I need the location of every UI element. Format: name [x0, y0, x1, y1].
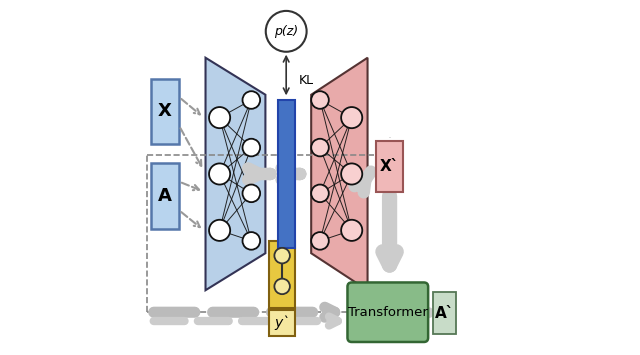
Circle shape: [311, 232, 329, 250]
Bar: [269, 241, 295, 308]
Text: KL: KL: [299, 74, 314, 87]
Circle shape: [311, 139, 329, 156]
Circle shape: [243, 91, 260, 109]
Bar: [433, 292, 456, 334]
Bar: [151, 163, 179, 229]
Text: p(z): p(z): [274, 25, 298, 38]
Circle shape: [209, 220, 230, 241]
Bar: [269, 310, 295, 336]
Polygon shape: [311, 58, 367, 290]
Polygon shape: [205, 58, 266, 290]
Circle shape: [311, 91, 329, 109]
Circle shape: [209, 107, 230, 128]
Text: X: X: [158, 103, 172, 120]
Circle shape: [341, 163, 362, 185]
Text: y`: y`: [275, 316, 290, 330]
Bar: [376, 141, 403, 192]
FancyBboxPatch shape: [348, 283, 428, 342]
Circle shape: [311, 185, 329, 202]
Bar: [151, 79, 179, 144]
Circle shape: [243, 185, 260, 202]
Bar: [278, 100, 294, 248]
Circle shape: [243, 139, 260, 156]
Circle shape: [243, 232, 260, 250]
Circle shape: [341, 220, 362, 241]
Circle shape: [341, 107, 362, 128]
Circle shape: [275, 248, 290, 263]
Circle shape: [209, 163, 230, 185]
Text: Transformer: Transformer: [348, 306, 428, 319]
Circle shape: [275, 279, 290, 294]
Text: A`: A`: [435, 306, 454, 321]
Text: A: A: [158, 187, 172, 205]
Circle shape: [266, 11, 307, 52]
Text: X`: X`: [380, 159, 399, 174]
